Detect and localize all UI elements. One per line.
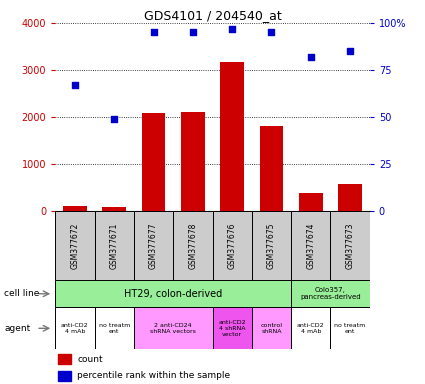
Bar — [252, 211, 291, 280]
Bar — [55, 307, 94, 349]
Point — [111, 116, 118, 122]
Text: Colo357,
pancreas-derived: Colo357, pancreas-derived — [300, 287, 361, 300]
Text: anti-CD2
4 mAb: anti-CD2 4 mAb — [297, 323, 325, 334]
Text: GSM377673: GSM377673 — [346, 222, 354, 269]
Bar — [173, 211, 212, 280]
Text: cell line: cell line — [4, 289, 40, 298]
Bar — [260, 126, 283, 211]
Bar — [299, 193, 323, 211]
Point — [229, 26, 235, 32]
Text: GSM377677: GSM377677 — [149, 222, 158, 269]
Text: HT29, colon-derived: HT29, colon-derived — [124, 289, 222, 299]
Text: GSM377678: GSM377678 — [188, 223, 197, 269]
Text: GSM377671: GSM377671 — [110, 223, 119, 269]
Text: agent: agent — [4, 324, 31, 333]
Bar — [58, 371, 71, 381]
Point — [347, 48, 354, 55]
Bar — [331, 211, 370, 280]
Text: GSM377675: GSM377675 — [267, 222, 276, 269]
Bar — [63, 205, 87, 211]
Point — [268, 30, 275, 36]
Bar — [142, 113, 165, 211]
Text: GSM377672: GSM377672 — [71, 223, 79, 269]
Bar — [212, 307, 252, 349]
Bar — [58, 354, 71, 364]
Point — [71, 82, 78, 88]
Text: anti-CD2
4 mAb: anti-CD2 4 mAb — [61, 323, 89, 334]
Bar — [55, 280, 291, 307]
Bar — [134, 211, 173, 280]
Text: no treatm
ent: no treatm ent — [334, 323, 366, 334]
Bar — [94, 211, 134, 280]
Bar — [55, 211, 94, 280]
Title: GDS4101 / 204540_at: GDS4101 / 204540_at — [144, 9, 281, 22]
Bar — [94, 307, 134, 349]
Text: 2 anti-CD24
shRNA vectors: 2 anti-CD24 shRNA vectors — [150, 323, 196, 334]
Text: GSM377676: GSM377676 — [228, 222, 237, 269]
Text: GSM377674: GSM377674 — [306, 222, 315, 269]
Point — [190, 30, 196, 36]
Point — [150, 30, 157, 36]
Bar — [212, 211, 252, 280]
Bar — [331, 307, 370, 349]
Bar — [291, 280, 370, 307]
Bar — [134, 307, 212, 349]
Text: percentile rank within the sample: percentile rank within the sample — [77, 371, 230, 380]
Point — [307, 54, 314, 60]
Bar — [220, 61, 244, 211]
Text: no treatm
ent: no treatm ent — [99, 323, 130, 334]
Text: anti-CD2
4 shRNA
vector: anti-CD2 4 shRNA vector — [218, 320, 246, 337]
Bar — [181, 112, 204, 211]
Bar — [102, 207, 126, 211]
Text: count: count — [77, 354, 103, 364]
Text: control
shRNA: control shRNA — [261, 323, 283, 334]
Bar — [291, 211, 331, 280]
Bar — [291, 307, 331, 349]
Bar — [252, 307, 291, 349]
Bar — [338, 184, 362, 211]
